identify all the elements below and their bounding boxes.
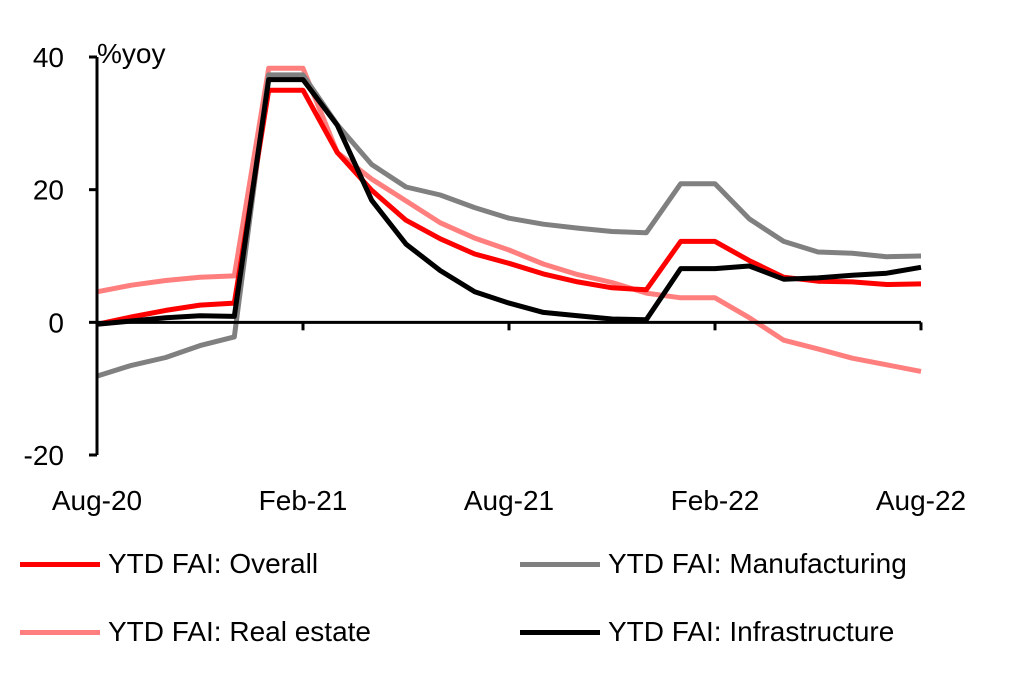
- x-ticks: Aug-20 Feb-21 Aug-21 Feb-22 Aug-22: [52, 322, 966, 516]
- legend-label-real-estate: YTD FAI: Real estate: [108, 616, 371, 647]
- y-tick-label: -20: [24, 440, 64, 471]
- legend-label-infrastructure: YTD FAI: Infrastructure: [608, 616, 895, 647]
- legend-label-manufacturing: YTD FAI: Manufacturing: [608, 548, 907, 579]
- series-line-infrastructure: [96, 77, 922, 327]
- legend-item-overall: YTD FAI: Overall: [20, 544, 318, 584]
- series-line-real-estate: [96, 65, 922, 374]
- chart-legend: YTD FAI: Overall YTD FAI: Manufacturing …: [0, 530, 1022, 670]
- x-tick-label: Aug-20: [52, 485, 142, 516]
- y-tick-label: 0: [48, 307, 64, 338]
- axes-layer: [95, 57, 921, 455]
- x-tick-label: Aug-22: [876, 485, 966, 516]
- series-line-manufacturing: [96, 72, 922, 379]
- y-tick-label: 40: [33, 42, 64, 73]
- legend-item-real-estate: YTD FAI: Real estate: [20, 612, 371, 652]
- y-tick-label: 20: [33, 175, 64, 206]
- x-tick-label: Feb-22: [671, 485, 760, 516]
- legend-swatch-overall: [20, 561, 100, 567]
- y-ticks: 40 20 0 -20: [24, 42, 97, 471]
- y-axis-unit-label: %yoy: [97, 38, 165, 69]
- legend-item-infrastructure: YTD FAI: Infrastructure: [520, 612, 894, 652]
- x-tick-label: Feb-21: [259, 485, 348, 516]
- series-line-overall: [96, 87, 922, 327]
- legend-label-overall: YTD FAI: Overall: [108, 548, 319, 579]
- series-layer: [96, 65, 922, 379]
- x-tick-label: Aug-21: [464, 485, 554, 516]
- legend-swatch-manufacturing: [520, 561, 600, 567]
- legend-swatch-real-estate: [20, 629, 100, 635]
- legend-swatch-infrastructure: [520, 629, 600, 635]
- legend-item-manufacturing: YTD FAI: Manufacturing: [520, 544, 907, 584]
